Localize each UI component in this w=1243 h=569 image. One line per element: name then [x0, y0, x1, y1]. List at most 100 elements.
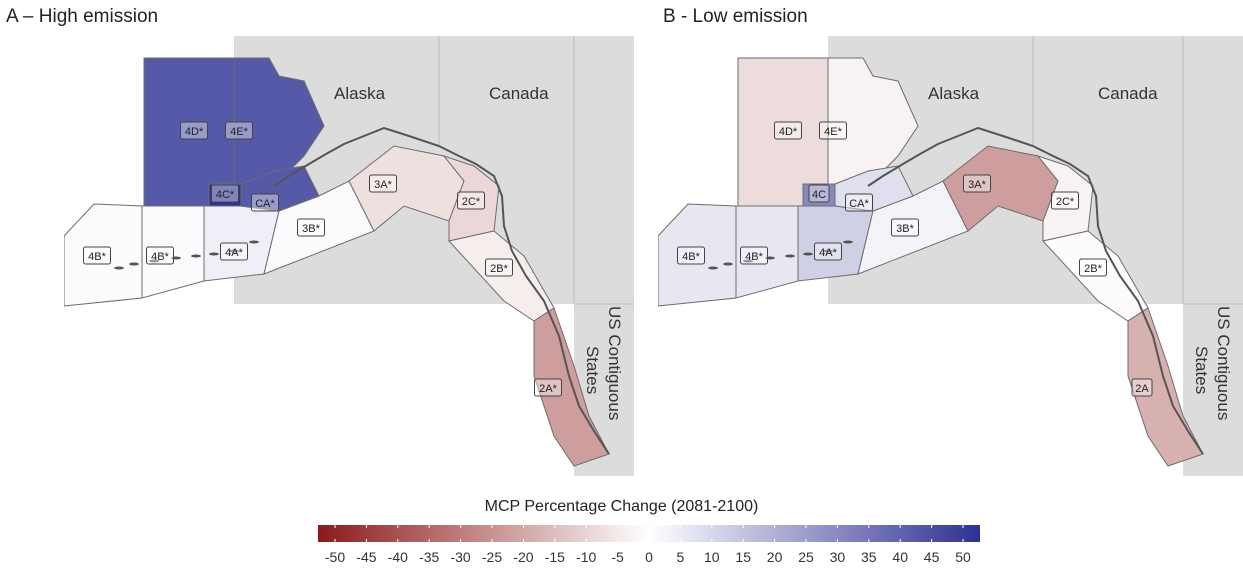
island [743, 259, 753, 263]
colorbar-tick-label: 5 [677, 549, 685, 565]
svg-text:4B*: 4B* [88, 251, 106, 263]
island [785, 254, 795, 258]
zone-label-ca: CA* [845, 193, 873, 212]
zone-label-4be: 4B* [740, 246, 768, 265]
colorbar-tick-label: 0 [645, 549, 653, 565]
zone-label-4c: 4C [808, 184, 830, 203]
svg-text:3B*: 3B* [896, 223, 914, 235]
zone-label-4e: 4E* [225, 121, 253, 140]
legend-title: MCP Percentage Change (2081-2100) [484, 498, 759, 515]
region-label-canada: Canada [489, 84, 549, 103]
zone-4c [802, 183, 836, 207]
colorbar-tick-label: 25 [798, 549, 814, 565]
zone-label-3a: 3A* [963, 174, 991, 193]
region-label-us-line2: States [583, 346, 602, 394]
svg-text:CA*: CA* [255, 198, 275, 210]
colorbar-tick-label: 35 [861, 549, 877, 565]
zone-label-2c: 2C* [1051, 191, 1079, 210]
svg-text:4B*: 4B* [745, 251, 763, 263]
coastline [273, 126, 610, 455]
zone-label-2a: 2A [1131, 378, 1153, 397]
region-label-alaska: Alaska [928, 84, 980, 103]
colorbar-tick-label: -40 [388, 549, 408, 565]
svg-text:2C*: 2C* [1056, 196, 1075, 208]
island [129, 262, 139, 266]
region-label-us-line2: States [1192, 346, 1211, 394]
colorbar-tick-label: -30 [450, 549, 470, 565]
svg-text:4E*: 4E* [824, 126, 842, 138]
svg-text:2B*: 2B* [1084, 263, 1102, 275]
colorbar-legend: -50 -45 -40 -35 -30 -25 -20 -15 -10 -5 0 5 10 15 20 25 3… [318, 525, 980, 565]
svg-text:2A: 2A [1135, 383, 1149, 395]
island [249, 240, 259, 244]
colorbar-tick-label: 30 [830, 549, 846, 565]
island [708, 266, 718, 270]
colorbar-tick-label: -45 [356, 549, 376, 565]
colorbar-tick-label: -50 [325, 549, 345, 565]
region-label-canada: Canada [1098, 84, 1158, 103]
panel-a-title: A – High emission [6, 6, 159, 27]
colorbar-tick-label: 50 [955, 549, 971, 565]
svg-text:4A*: 4A* [819, 247, 837, 259]
svg-text:4D*: 4D* [779, 126, 798, 138]
colorbar-gradient [318, 525, 980, 542]
zone-label-3b: 3B* [891, 218, 919, 237]
colorbar-tick-label: 15 [735, 549, 751, 565]
zone-label-4d: 4D* [774, 121, 802, 140]
island [149, 259, 159, 263]
svg-text:4E*: 4E* [230, 126, 248, 138]
island [843, 240, 853, 244]
region-label-us-line1: US Contiguous [1214, 306, 1233, 420]
colorbar-tick-label: -35 [419, 549, 439, 565]
colorbar-tick-label: 20 [767, 549, 783, 565]
svg-text:2B*: 2B* [490, 263, 508, 275]
colorbar-tick-label: -10 [576, 549, 596, 565]
svg-text:4B*: 4B* [682, 251, 700, 263]
zone-label-2b: 2B* [485, 258, 513, 277]
zone-label-4a: 4A* [220, 242, 248, 261]
colorbar-tick-label: -20 [513, 549, 533, 565]
svg-text:4C*: 4C* [216, 189, 235, 201]
panel-b-title: B - Low emission [663, 6, 808, 27]
island [803, 252, 813, 256]
svg-text:3A*: 3A* [968, 179, 986, 191]
zone-label-2b: 2B* [1079, 258, 1107, 277]
colorbar-tick-label: 45 [924, 549, 940, 565]
region-label-us-line1: US Contiguous [605, 306, 624, 420]
zone-label-2c: 2C* [457, 191, 485, 210]
zone-label-ca: CA* [251, 193, 279, 212]
svg-text:3A*: 3A* [374, 179, 392, 191]
zone-label-4e: 4E* [819, 121, 847, 140]
svg-text:4A*: 4A* [225, 247, 243, 259]
zone-label-4d: 4D* [180, 121, 208, 140]
colorbar-tick-label: 40 [892, 549, 908, 565]
svg-text:2C*: 2C* [462, 196, 481, 208]
island [229, 249, 239, 253]
svg-text:CA*: CA* [849, 198, 869, 210]
coastline [867, 126, 1204, 455]
island [209, 252, 219, 256]
zone-label-4be: 4B* [146, 246, 174, 265]
colorbar-tick-label: -15 [545, 549, 565, 565]
svg-text:4D*: 4D* [185, 126, 204, 138]
island [823, 249, 833, 253]
zone-label-4a: 4A* [814, 242, 842, 261]
svg-text:2A*: 2A* [539, 383, 557, 395]
colorbar-tick-label: -25 [482, 549, 502, 565]
zone-label-4bw: 4B* [83, 246, 111, 265]
colorbar-tick-label: -5 [611, 549, 624, 565]
zone-label-4c: 4C* [211, 184, 239, 203]
zone-label-2a: 2A* [534, 378, 562, 397]
zone-label-3a: 3A* [369, 174, 397, 193]
zone-label-3b: 3B* [297, 218, 325, 237]
island [114, 266, 124, 270]
zone-4c [208, 183, 242, 207]
svg-text:4B*: 4B* [151, 251, 169, 263]
svg-text:3B*: 3B* [302, 223, 320, 235]
region-label-alaska: Alaska [334, 84, 386, 103]
island [191, 254, 201, 258]
island [723, 262, 733, 266]
colorbar-tick-label: 10 [704, 549, 720, 565]
